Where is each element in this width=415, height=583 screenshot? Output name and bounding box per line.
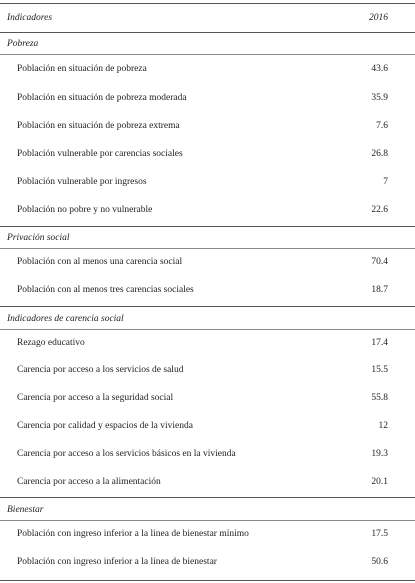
- row-value: 22.6: [371, 205, 388, 215]
- section-rule: [0, 329, 415, 330]
- row-value: 20.1: [371, 477, 388, 487]
- section-end-rule: [0, 226, 415, 227]
- row-label: Rezago educativo: [17, 338, 85, 348]
- row-value: 7: [383, 177, 388, 187]
- section-title: Pobreza: [7, 39, 39, 49]
- row-value: 17.5: [371, 529, 388, 539]
- section-end-rule: [0, 580, 415, 581]
- section-title: Bienestar: [7, 505, 44, 515]
- section-rule: [0, 248, 415, 249]
- row-label: Carencia por acceso a los servicios de s…: [17, 365, 184, 375]
- row-label: Carencia por acceso a los servicios bási…: [17, 449, 236, 459]
- row-label: Carencia por acceso a la alimentación: [17, 477, 161, 487]
- row-value: 55.8: [371, 393, 388, 403]
- row-label: Población con al menos una carencia soci…: [17, 257, 183, 267]
- row-label: Población vulnerable por ingresos: [17, 177, 147, 187]
- row-label: Población con ingreso inferior a la líne…: [17, 529, 249, 539]
- section-title: Privación social: [7, 233, 70, 243]
- row-value: 26.8: [371, 149, 388, 159]
- row-value: 12: [378, 421, 389, 431]
- section-title: Indicadores de carencia social: [7, 314, 124, 324]
- row-value: 43.6: [371, 64, 388, 74]
- row-label: Población no pobre y no vulnerable: [17, 205, 153, 215]
- row-label: Población en situación de pobreza extrem…: [17, 121, 180, 131]
- header-rule: [0, 32, 415, 33]
- row-value: 70.4: [371, 257, 388, 267]
- row-value: 15.5: [371, 365, 388, 375]
- row-label: Población con ingreso inferior a la líne…: [17, 557, 217, 567]
- row-label: Población en situación de pobreza modera…: [17, 93, 187, 103]
- row-label: Población vulnerable por carencias socia…: [17, 149, 183, 159]
- row-label: Población en situación de pobreza: [17, 64, 147, 74]
- row-value: 7.6: [376, 121, 388, 131]
- row-value: 19.3: [371, 449, 388, 459]
- section-rule: [0, 54, 415, 55]
- row-value: 18.7: [371, 285, 388, 295]
- row-label: Carencia por acceso a la seguridad socia…: [17, 393, 174, 403]
- row-value: 50.6: [371, 557, 388, 567]
- table-top-rule: [0, 3, 415, 4]
- row-label: Población con al menos tres carencias so…: [17, 285, 194, 295]
- section-rule: [0, 520, 415, 521]
- row-label: Carencia por calidad y espacios de la vi…: [17, 421, 193, 431]
- row-value: 35.9: [371, 93, 388, 103]
- row-value: 17.4: [371, 338, 388, 348]
- section-end-rule: [0, 497, 415, 498]
- section-end-rule: [0, 306, 415, 307]
- header-indicators: Indicadores: [7, 13, 53, 23]
- header-year: 2016: [369, 13, 388, 23]
